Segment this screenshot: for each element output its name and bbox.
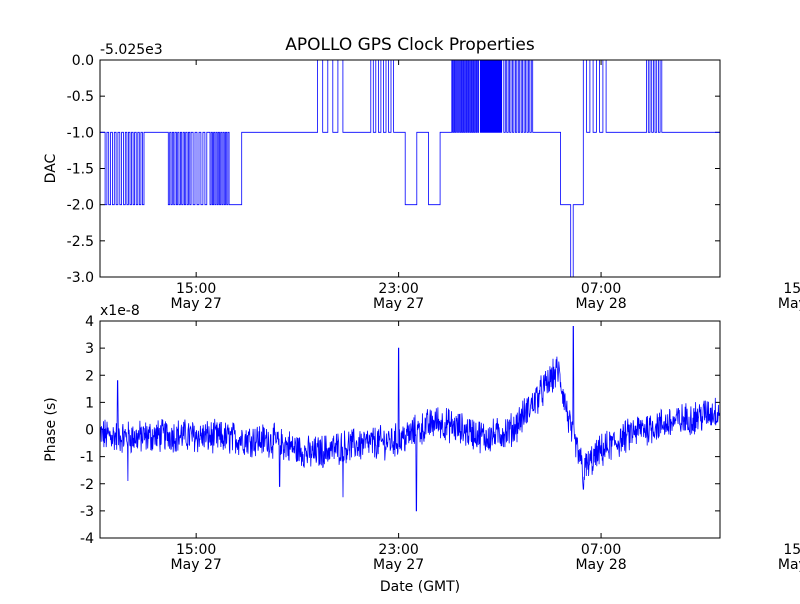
chart-title: APOLLO GPS Clock Properties — [285, 35, 535, 55]
x-tick-label-time: 15:00 — [176, 542, 216, 558]
y-axis-label: DAC — [43, 153, 59, 183]
y-tick-label: 3 — [85, 341, 94, 357]
phase-series-line — [100, 326, 720, 512]
y-tick-label: 1 — [85, 395, 94, 411]
dac-plot-frame — [99, 59, 721, 278]
y-tick-label: -2.0 — [67, 198, 94, 214]
x-tick-label-date: May 28 — [778, 296, 800, 312]
y-tick-label: 4 — [85, 314, 94, 330]
y-tick-label: -4 — [80, 531, 94, 547]
axis-offset-label: -5.025e3 — [100, 42, 163, 58]
y-tick-label: -1.5 — [67, 162, 94, 178]
y-axis-label: Phase (s) — [43, 397, 59, 461]
y-tick-label: -3 — [80, 504, 94, 520]
y-tick-label: -2.5 — [67, 234, 94, 250]
x-tick-label-time: 15:00 — [783, 542, 800, 558]
x-tick-label-date: May 27 — [171, 296, 222, 312]
y-tick-label: -1.0 — [67, 125, 94, 141]
x-tick-label-date: May 28 — [575, 296, 626, 312]
dac-series-line — [100, 60, 720, 277]
y-tick-label: -1 — [80, 450, 94, 466]
x-axis-label: Date (GMT) — [380, 579, 460, 595]
x-tick-label-date: May 28 — [778, 557, 800, 573]
x-tick-label-time: 07:00 — [581, 542, 621, 558]
x-tick-label-date: May 28 — [575, 557, 626, 573]
x-tick-label-time: 15:00 — [783, 281, 800, 297]
axis-offset-label: x1e-8 — [100, 303, 140, 319]
y-tick-label: 2 — [85, 368, 94, 384]
y-tick-label: 0 — [85, 423, 94, 439]
x-tick-label-date: May 27 — [373, 296, 424, 312]
y-tick-label: 0.0 — [72, 53, 94, 69]
y-tick-label: -3.0 — [67, 270, 94, 286]
x-tick-label-time: 23:00 — [378, 281, 418, 297]
x-tick-label-time: 15:00 — [176, 281, 216, 297]
phase-plot-frame — [99, 320, 721, 539]
y-tick-label: -0.5 — [67, 89, 94, 105]
x-tick-label-date: May 27 — [171, 557, 222, 573]
x-tick-label-time: 07:00 — [581, 281, 621, 297]
x-tick-label-date: May 27 — [373, 557, 424, 573]
x-tick-label-time: 23:00 — [378, 542, 418, 558]
y-tick-label: -2 — [80, 477, 94, 493]
